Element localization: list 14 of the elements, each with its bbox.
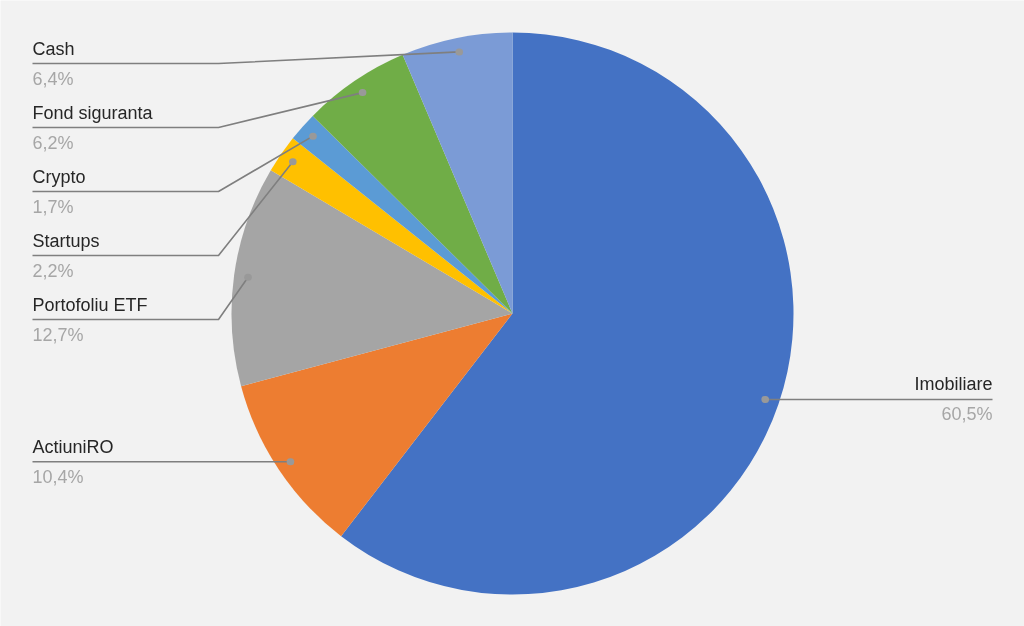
slice-label: Crypto — [32, 166, 86, 187]
data-label: 6,2% — [32, 132, 74, 153]
slice-label: Imobiliare — [914, 374, 993, 395]
data-label: 10,4% — [32, 466, 84, 487]
data-label: 60,5% — [941, 404, 993, 425]
data-label: 2,2% — [32, 260, 74, 281]
slice-label: Cash — [32, 38, 75, 59]
slice-label: ActiuniRO — [32, 436, 114, 457]
data-label: 1,7% — [32, 196, 74, 217]
slice-label: Fond siguranta — [32, 102, 154, 123]
slice-label: Portofoliu ETF — [32, 294, 148, 315]
slice-label: Startups — [32, 230, 100, 251]
data-label: 12,7% — [32, 324, 84, 345]
data-label: 6,4% — [32, 68, 74, 89]
